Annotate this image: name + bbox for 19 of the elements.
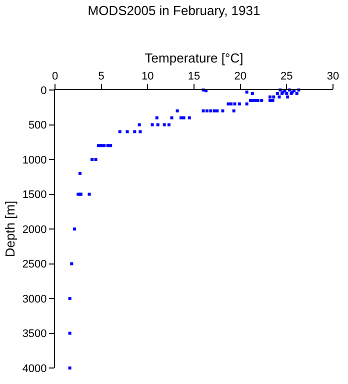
y-tick-label: 2500 [22,258,47,271]
x-tick-label: 30 [326,70,340,83]
y-tick-label: 3000 [22,293,47,306]
x-tick-label: 20 [234,70,246,83]
x-tick-label: 0 [52,70,58,83]
y-tick-label: 3500 [22,328,47,340]
y-tick-label: 500 [28,120,47,132]
x-tick-label: 15 [188,70,200,83]
x-tick-label: 25 [280,70,293,83]
y-axis-title: Depth [m] [2,200,18,258]
y-tick-label: 1500 [22,189,47,202]
x-tick-label: 5 [98,70,104,83]
x-tick-label: 10 [142,70,154,83]
chart-title: MODS2005 in February, 1931 [88,3,260,18]
y-tick-label: 0 [40,84,47,97]
y-tick-label: 2000 [22,224,47,236]
y-tick-label: 4000 [22,362,47,375]
x-axis-title: Temperature [°C] [144,50,244,66]
y-tick-label: 1000 [22,154,47,166]
